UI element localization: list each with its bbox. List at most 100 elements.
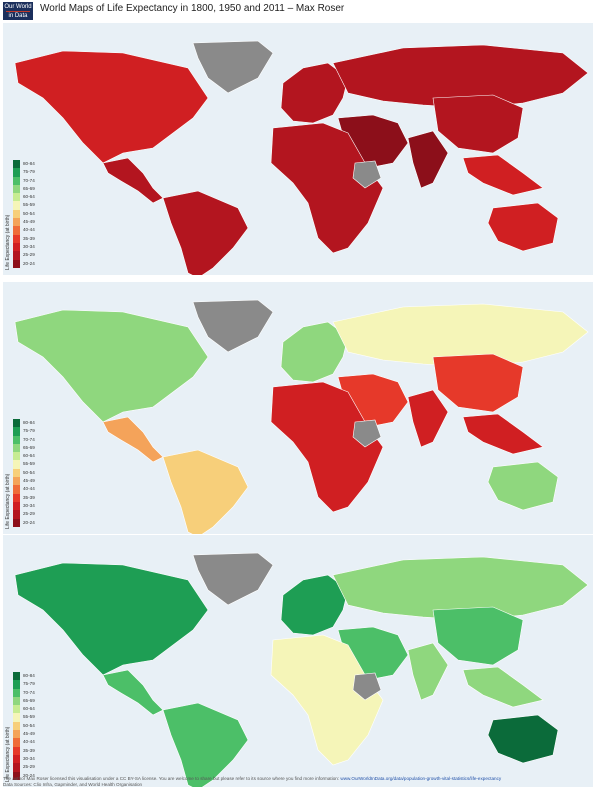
legend-tick-label: 25-29 xyxy=(23,252,35,258)
legend-tick-label: 40-44 xyxy=(23,227,35,233)
legend-row: 30-34 xyxy=(13,501,43,511)
region-central-america[interactable] xyxy=(102,416,164,463)
legend-axis-label: Life Expectancy (at birth) xyxy=(5,473,11,529)
legend-row: 50-54 xyxy=(13,209,43,219)
region-africa[interactable] xyxy=(270,634,384,766)
map-panel-1950: 80-84 75-79 70-74 65-69 60-64 55-59 50-54 45-49… xyxy=(3,282,593,534)
region-north-america[interactable] xyxy=(14,50,209,164)
legend-tick-label: 50-54 xyxy=(23,722,35,728)
legend-tick-label: 45-49 xyxy=(23,731,35,737)
region-south-america[interactable] xyxy=(162,449,249,534)
legend-swatch xyxy=(13,160,20,169)
legend-swatch xyxy=(13,218,20,227)
logo-line2: in Data xyxy=(6,11,30,20)
legend-swatch xyxy=(13,251,20,260)
region-russia[interactable] xyxy=(332,556,589,621)
region-china[interactable] xyxy=(432,353,524,413)
region-central-america[interactable] xyxy=(102,669,164,716)
color-legend: 80-84 75-79 70-74 65-69 60-64 55-59 50-54 45-49… xyxy=(13,672,43,780)
legend-row: 35-39 xyxy=(13,746,43,755)
region-europe[interactable] xyxy=(280,62,349,124)
legend-tick-label: 45-49 xyxy=(23,478,35,484)
legend-tick-label: 35-39 xyxy=(23,235,35,241)
legend-axis-label: Life Expectancy (at birth) xyxy=(5,214,11,270)
legend-swatch xyxy=(13,468,20,478)
legend-tick-label: 20-24 xyxy=(23,772,35,778)
region-greenland[interactable] xyxy=(192,552,274,606)
legend-tick-label: 60-64 xyxy=(23,453,35,459)
legend-row: 60-64 xyxy=(13,452,43,461)
legend-swatch xyxy=(13,193,20,202)
data-sources: Data Sources: Clio Infra, Gapminder, and… xyxy=(3,782,143,787)
region-south-america[interactable] xyxy=(162,190,249,275)
region-china[interactable] xyxy=(432,606,524,666)
legend-swatch xyxy=(13,234,20,243)
legend-row: 50-54 xyxy=(13,468,43,478)
legend-row: 40-44 xyxy=(13,226,43,235)
region-greenland[interactable] xyxy=(192,40,274,94)
legend-row: 45-49 xyxy=(13,477,43,486)
legend-swatch xyxy=(13,168,20,177)
region-southeast-asia[interactable] xyxy=(462,154,544,196)
legend-swatch xyxy=(13,510,20,519)
our-world-in-data-logo[interactable]: Our World in Data xyxy=(3,2,33,20)
region-russia[interactable] xyxy=(332,44,589,109)
legend-swatch xyxy=(13,518,20,527)
region-india[interactable] xyxy=(407,389,449,448)
legend-tick-label: 75-79 xyxy=(23,681,35,687)
legend-tick-label: 70-74 xyxy=(23,689,35,695)
region-china[interactable] xyxy=(432,94,524,154)
legend-tick-label: 40-44 xyxy=(23,739,35,745)
region-south-america[interactable] xyxy=(162,702,249,787)
region-ethiopia[interactable] xyxy=(352,160,382,189)
legend-axis-label: Life Expectancy (at birth) xyxy=(5,726,11,782)
region-ethiopia[interactable] xyxy=(352,419,382,448)
legend-swatch xyxy=(13,493,20,502)
world-map-1800 xyxy=(14,40,589,275)
legend-row: 50-54 xyxy=(13,721,43,731)
legend-swatch xyxy=(13,452,20,461)
legend-row: 25-29 xyxy=(13,763,43,772)
region-australia[interactable] xyxy=(487,714,559,764)
legend-row: 35-39 xyxy=(13,234,43,243)
legend-tick-label: 20-24 xyxy=(23,260,35,266)
region-russia[interactable] xyxy=(332,303,589,368)
region-europe[interactable] xyxy=(280,574,349,636)
region-australia[interactable] xyxy=(487,461,559,511)
legend-tick-label: 60-64 xyxy=(23,706,35,712)
logo-line1: Our World xyxy=(4,4,32,10)
legend-swatch xyxy=(13,259,20,268)
legend-tick-label: 25-29 xyxy=(23,511,35,517)
legend-tick-label: 35-39 xyxy=(23,494,35,500)
region-africa[interactable] xyxy=(270,381,384,513)
source-link[interactable]: www.OurWorldInData.org/data/population-g… xyxy=(340,776,502,781)
region-north-america[interactable] xyxy=(14,562,209,676)
region-ethiopia[interactable] xyxy=(352,672,382,701)
legend-swatch xyxy=(13,680,20,689)
legend-row: 20-24 xyxy=(13,259,43,268)
region-greenland[interactable] xyxy=(192,299,274,353)
region-southeast-asia[interactable] xyxy=(462,666,544,708)
region-europe[interactable] xyxy=(280,321,349,383)
legend-swatch xyxy=(13,477,20,486)
legend-row: 30-34 xyxy=(13,242,43,252)
legend-swatch xyxy=(13,427,20,436)
legend-tick-label: 25-29 xyxy=(23,764,35,770)
region-central-america[interactable] xyxy=(102,157,164,204)
legend-row: 75-79 xyxy=(13,427,43,436)
legend-tick-label: 65-69 xyxy=(23,444,35,450)
region-north-america[interactable] xyxy=(14,309,209,423)
legend-swatch xyxy=(13,696,20,706)
region-india[interactable] xyxy=(407,130,449,189)
legend-row: 80-84 xyxy=(13,419,43,428)
region-africa[interactable] xyxy=(270,122,384,254)
region-southeast-asia[interactable] xyxy=(462,413,544,455)
region-india[interactable] xyxy=(407,642,449,701)
region-australia[interactable] xyxy=(487,202,559,252)
legend-swatch xyxy=(13,443,20,453)
legend-swatch xyxy=(13,226,20,235)
footer: The author Max Roser licensed this visua… xyxy=(3,776,593,788)
legend-tick-label: 40-44 xyxy=(23,486,35,492)
legend-swatch xyxy=(13,688,20,697)
legend-swatch xyxy=(13,754,20,764)
